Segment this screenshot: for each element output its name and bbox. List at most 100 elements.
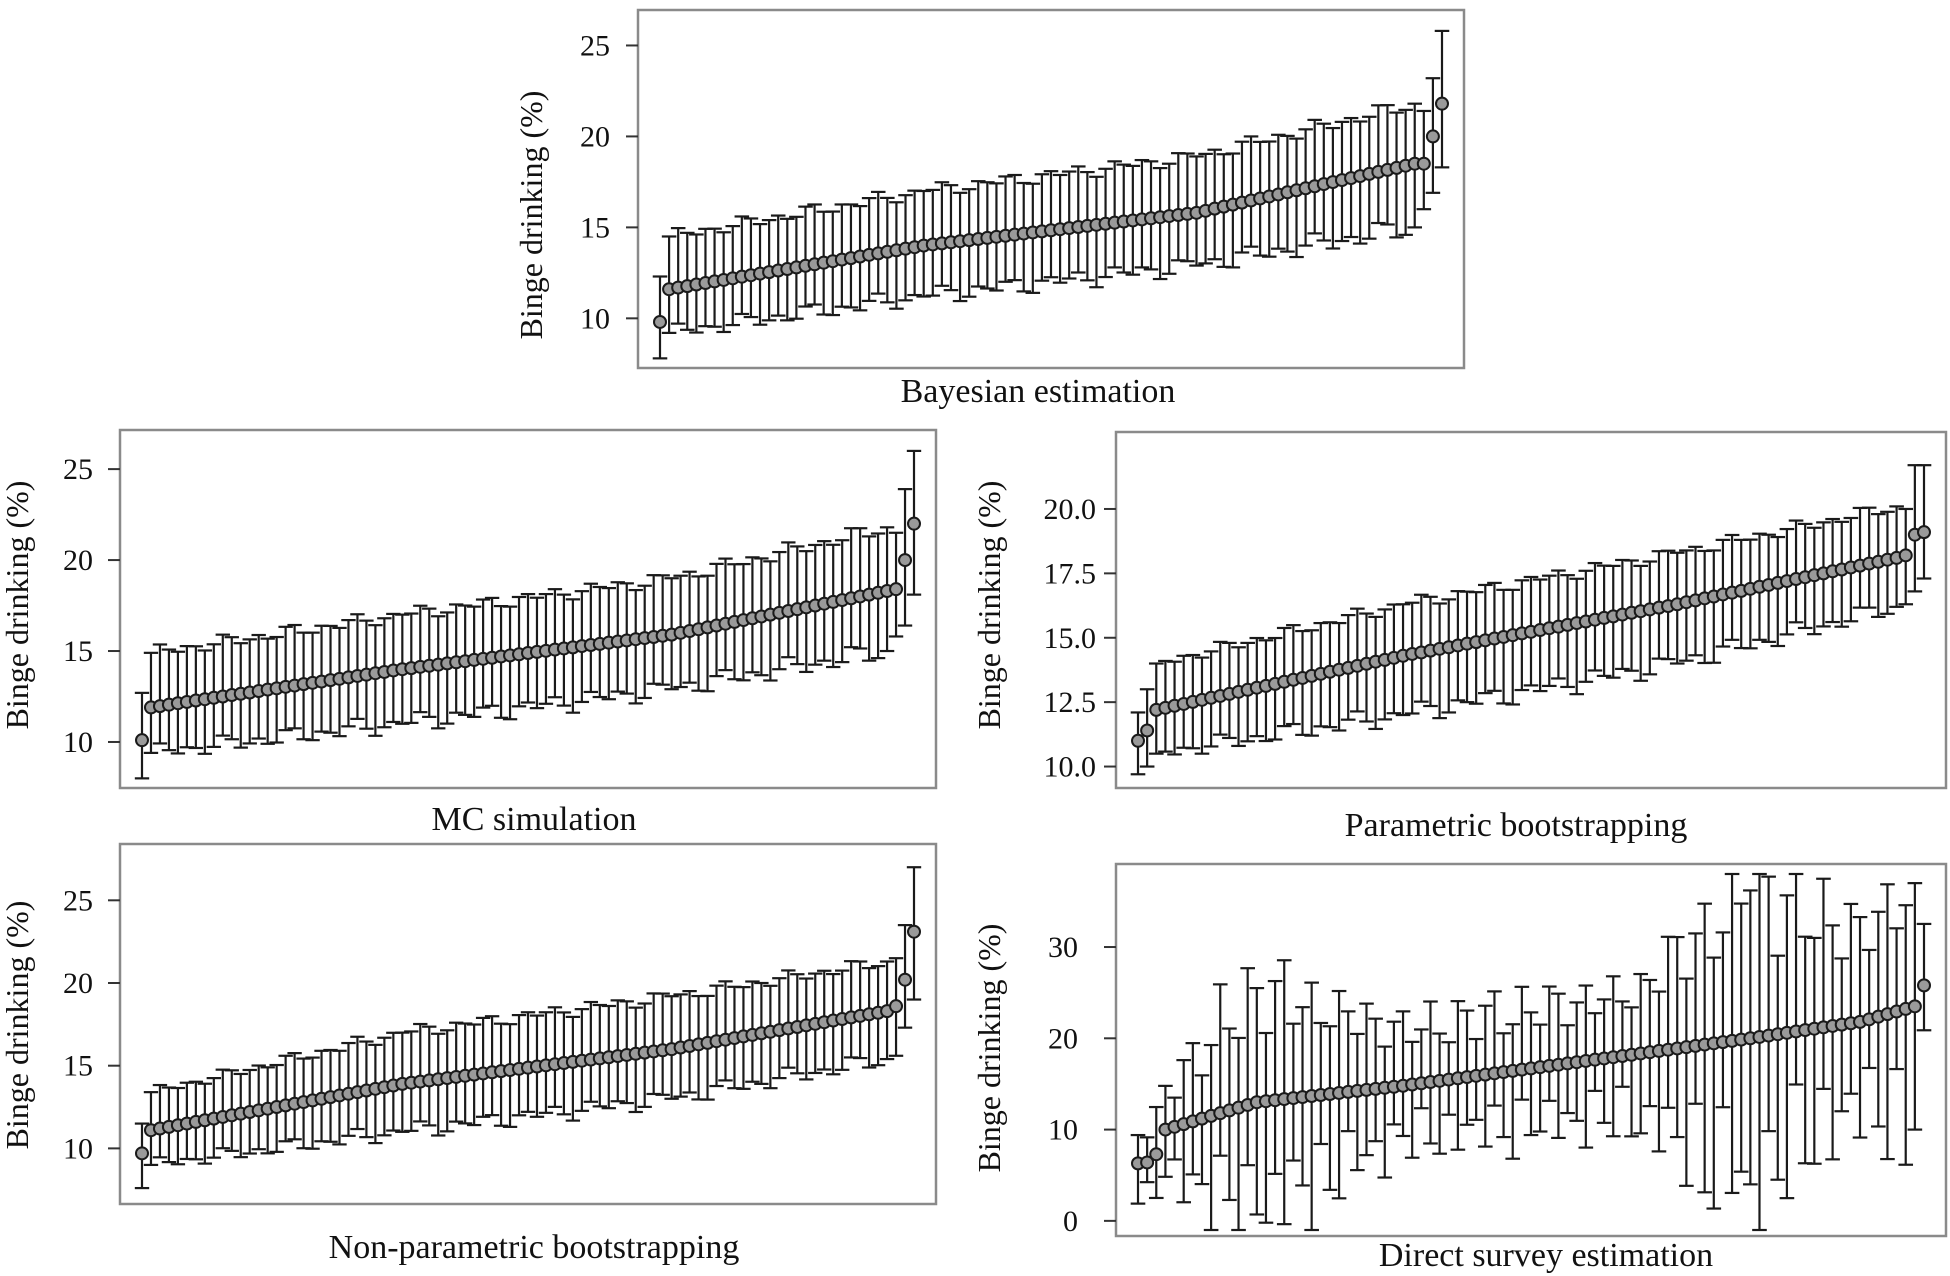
error-bar (1313, 1021, 1329, 1146)
error-bar (1203, 1043, 1219, 1232)
error-bar (734, 215, 750, 316)
panel-direct-survey-estimation: 0 10 20 30 Binge drinking (%) Direct survey e… (971, 862, 1948, 1274)
error-bar (1761, 875, 1776, 1133)
error-bar (1007, 173, 1022, 282)
error-bar (1240, 967, 1255, 1167)
data-point (1140, 1155, 1155, 1170)
error-bar (215, 633, 230, 737)
error-bar (781, 541, 796, 659)
error-bar (1880, 883, 1895, 1161)
y-tick-label: 15 (63, 635, 93, 668)
error-bar (781, 969, 796, 1069)
error-bar (1861, 948, 1877, 1070)
error-bar (1651, 990, 1667, 1153)
error-bar (1340, 1010, 1356, 1133)
error-bar (350, 1035, 365, 1131)
error-bar (1267, 979, 1283, 1175)
data-point (653, 314, 667, 329)
y-tick-label: 0 (1063, 1205, 1078, 1238)
error-bar (1359, 1002, 1374, 1157)
error-bar (1688, 932, 1703, 1105)
plot-frame (118, 842, 938, 1206)
y-tick-label: 15 (63, 1050, 93, 1083)
data-point (1435, 96, 1449, 111)
y-tick-label: 20 (1048, 1022, 1078, 1055)
error-bar (1770, 535, 1786, 648)
error-bar (1642, 978, 1658, 1108)
y-tick-label: 20 (63, 544, 93, 577)
error-bar (1807, 936, 1822, 1165)
y-tick-label: 10.0 (1044, 751, 1097, 784)
error-bar (1441, 598, 1457, 714)
error-bar (1423, 1000, 1438, 1145)
plot-frame (636, 8, 1466, 370)
error-bar (1816, 877, 1831, 1090)
error-bar (1432, 602, 1447, 720)
error-bar (287, 1052, 302, 1141)
plot-frame (118, 428, 938, 790)
error-bar (1587, 1012, 1603, 1092)
error-bar (152, 1083, 168, 1159)
data-point (1416, 156, 1431, 171)
error-bar (350, 613, 365, 720)
data-point (1898, 548, 1913, 563)
y-tick-label: 20 (580, 120, 610, 153)
data-point (889, 582, 904, 597)
plot-frame (1114, 430, 1948, 790)
error-bar (1715, 931, 1731, 1109)
error-bar (852, 527, 868, 650)
data-point (907, 924, 921, 939)
error-bar (413, 604, 428, 714)
data-point (1140, 723, 1155, 738)
error-bar (1514, 985, 1530, 1101)
error-bar (278, 625, 293, 732)
data-point (898, 972, 913, 987)
y-tick-label: 10 (63, 726, 93, 759)
error-bar (1258, 1031, 1274, 1224)
error-bar (1322, 1025, 1338, 1191)
error-bar (1368, 1017, 1383, 1143)
data-point (1131, 733, 1145, 748)
error-bar (1414, 1028, 1429, 1110)
error-bar (1843, 902, 1859, 1095)
error-bar (1898, 904, 1914, 1166)
error-bar (1171, 152, 1186, 262)
error-bar (1633, 564, 1648, 682)
error-bar (413, 1022, 428, 1123)
data-point (1917, 978, 1931, 993)
error-bar (670, 227, 686, 325)
error-bar (843, 960, 859, 1059)
error-bar (1825, 924, 1840, 1161)
error-bar (502, 605, 518, 721)
error-bar (1304, 981, 1319, 1232)
error-bar (1916, 922, 1932, 1032)
data-point (1917, 525, 1931, 540)
y-axis-label: Binge drinking (%) (0, 481, 35, 730)
y-tick-label: 30 (1048, 931, 1078, 964)
panel-bayesian-estimation: 10 15 20 25 Binge drinking (%) Bayesian estim… (513, 8, 1466, 410)
error-bar (870, 190, 886, 295)
error-bar (1289, 137, 1304, 259)
error-bar (1797, 935, 1813, 1165)
error-bar (1624, 1006, 1639, 1138)
error-bar (431, 615, 446, 730)
error-bar (1176, 1059, 1192, 1204)
panel-parametric-bootstrapping: 10.0 12.5 15.0 17.5 20.0 Binge drinking (%) Pa… (971, 430, 1948, 844)
error-bar (152, 643, 168, 745)
panel-caption: Direct survey estimation (1379, 1237, 1713, 1274)
y-tick-label: 10 (1048, 1114, 1078, 1147)
error-bar (368, 624, 383, 737)
error-bar (1432, 1032, 1447, 1155)
error-bar (1779, 894, 1795, 1200)
error-bar (1532, 1023, 1548, 1133)
error-bar (1089, 175, 1104, 289)
error-bar (934, 181, 950, 287)
error-bar (1660, 935, 1676, 1109)
error-bar (1389, 111, 1404, 239)
error-bar (1212, 983, 1228, 1157)
y-tick-label: 17.5 (1044, 557, 1097, 590)
error-bar (843, 527, 859, 649)
error-bar (1642, 560, 1658, 676)
error-bar (1404, 1040, 1420, 1159)
